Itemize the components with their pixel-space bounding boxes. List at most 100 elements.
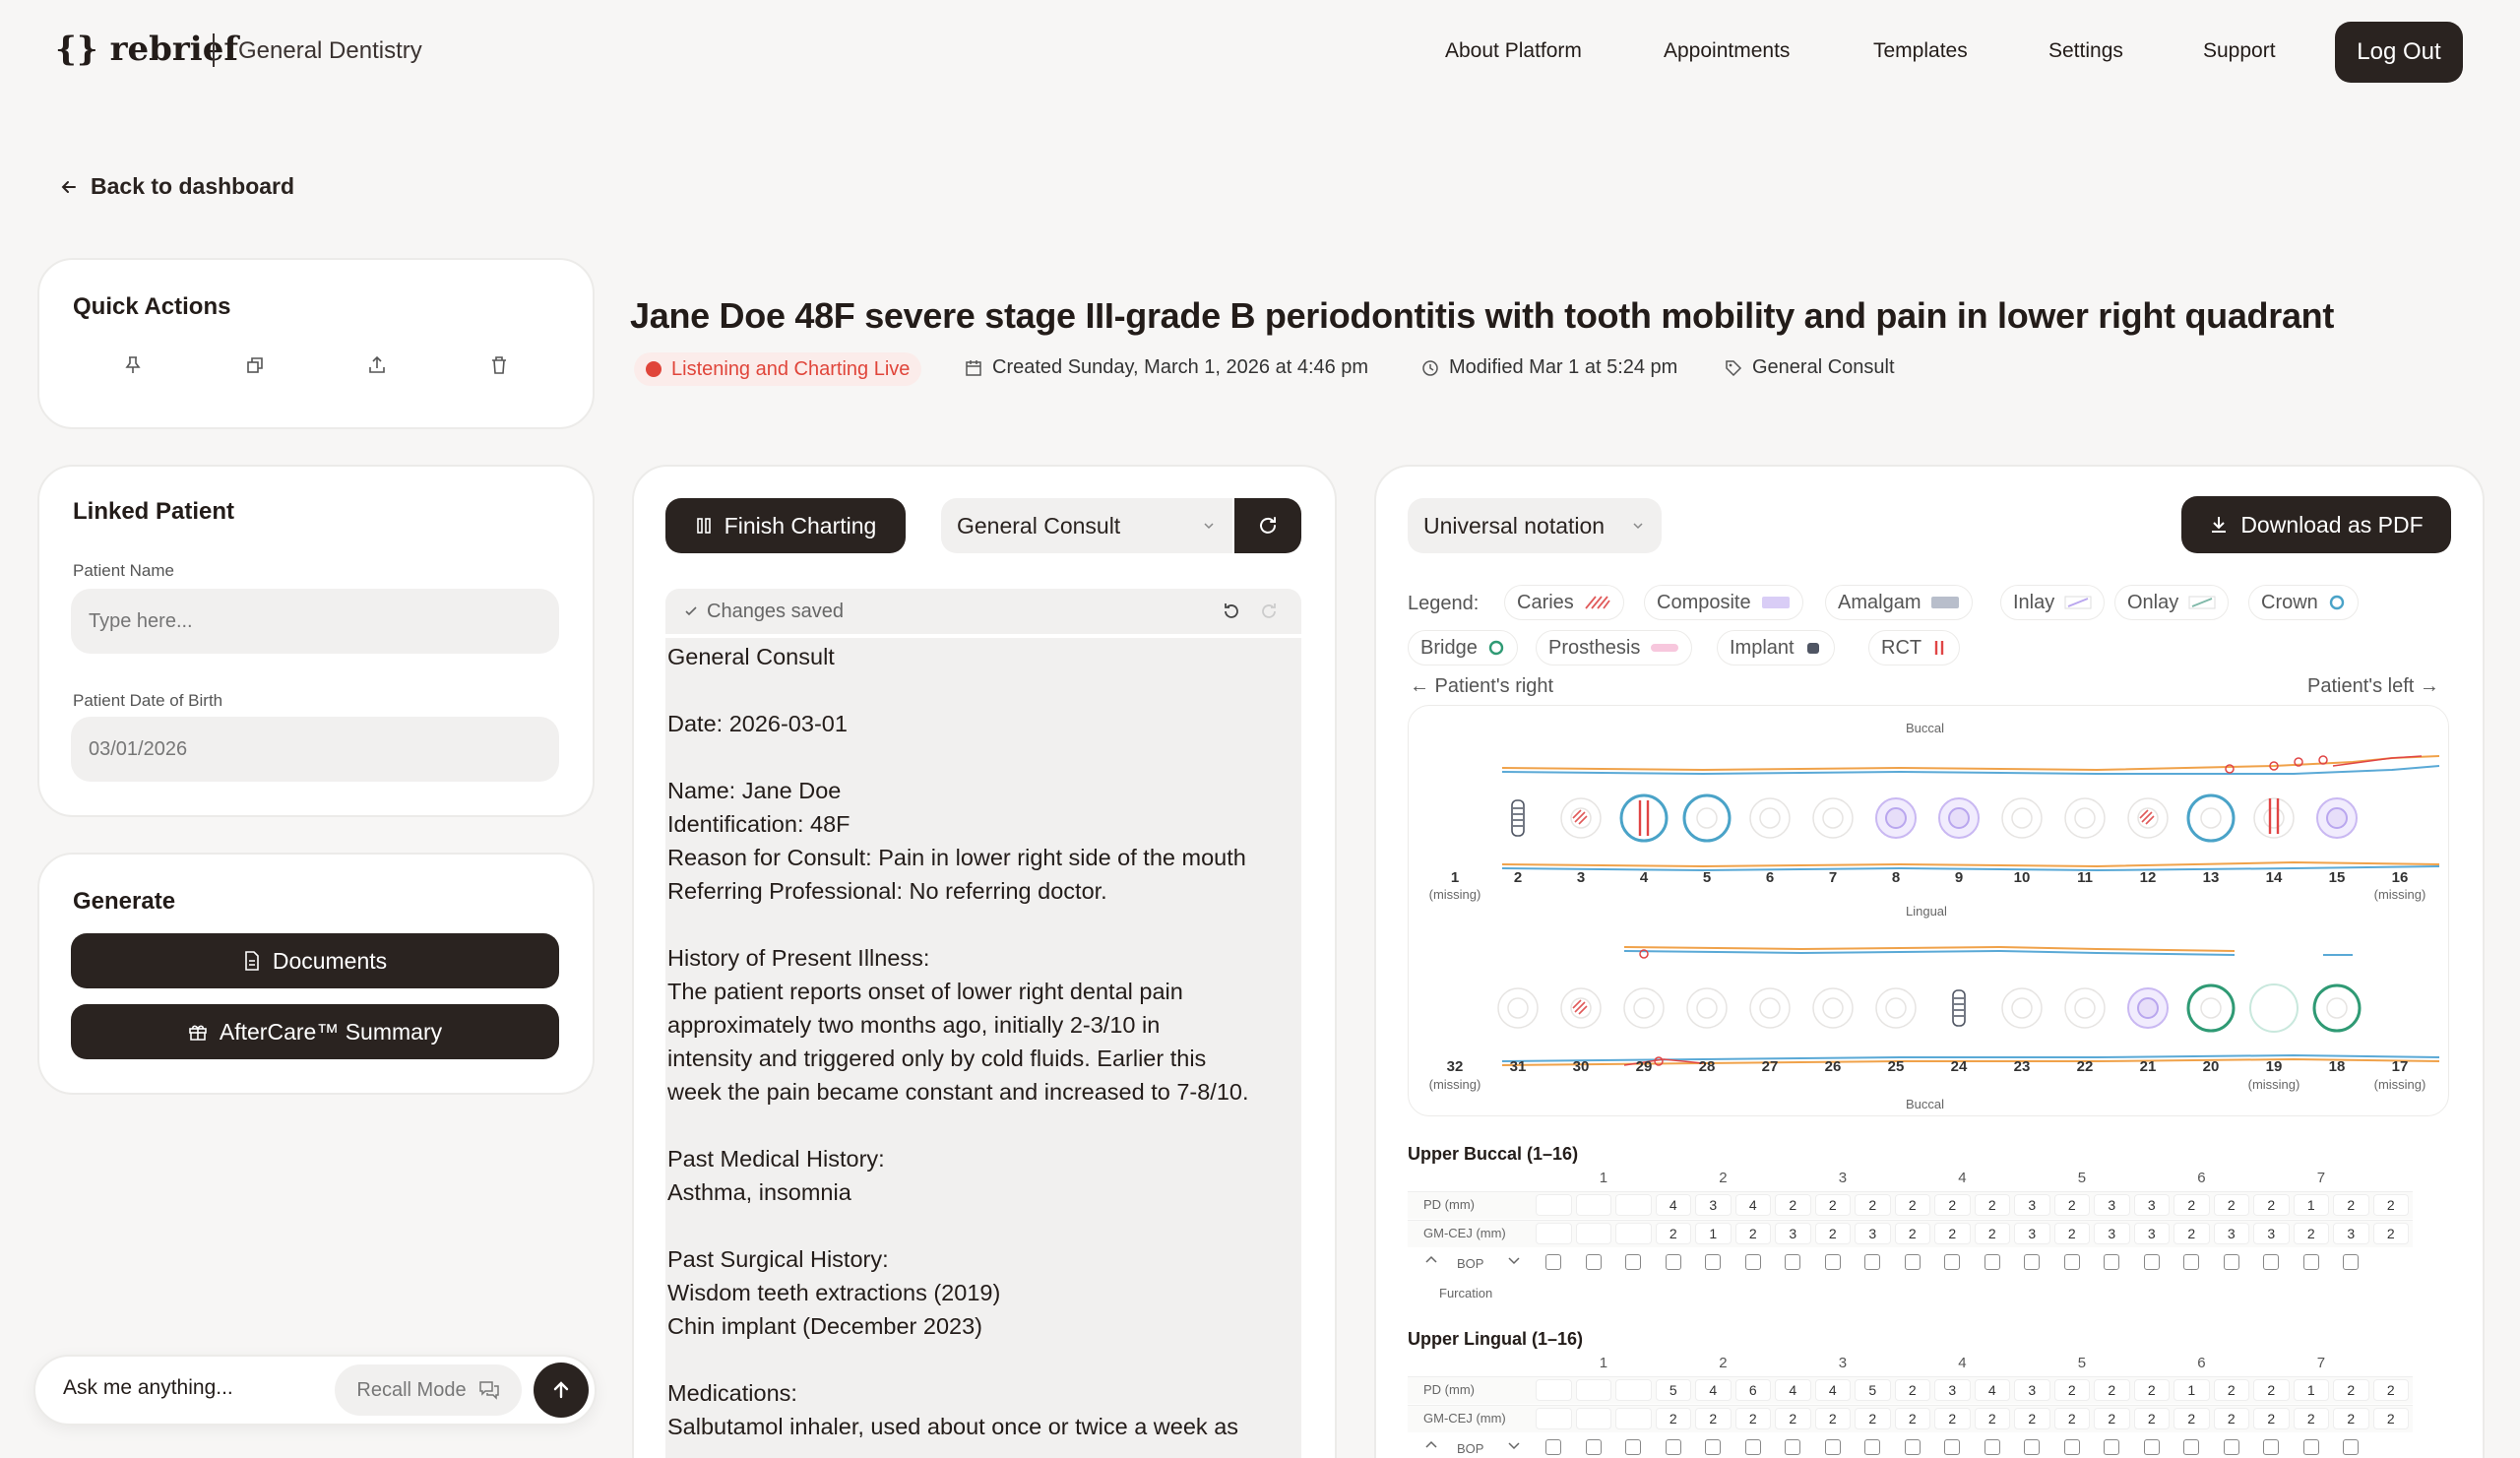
upper-buccal-bop-checkbox[interactable] [1625,1254,1641,1270]
tooth-19[interactable] [2248,983,2300,1034]
upper-buccal-cell[interactable]: 2 [2293,1223,2329,1244]
upper-buccal-cell[interactable]: 2 [2174,1223,2210,1244]
upper-lingual-cell[interactable] [1575,1379,1611,1401]
upper-lingual-cell[interactable]: 4 [1695,1379,1732,1401]
chevron-up-icon[interactable] [1423,1252,1439,1268]
upper-lingual-cell[interactable]: 2 [2053,1379,2090,1401]
upper-buccal-bop-checkbox[interactable] [1705,1254,1721,1270]
upper-lingual-cell[interactable]: 2 [2253,1379,2290,1401]
tooth-13[interactable] [2185,792,2236,844]
upper-lingual-cell[interactable]: 2 [2133,1408,2170,1429]
upper-lingual-bop-checkbox[interactable] [1785,1439,1800,1455]
upper-lingual-cell[interactable]: 2 [2213,1408,2249,1429]
tooth-5[interactable] [1681,792,1732,844]
upper-buccal-bop-checkbox[interactable] [1984,1254,2000,1270]
upper-lingual-cell[interactable]: 5 [1655,1379,1691,1401]
upper-buccal-cell[interactable]: 2 [2213,1194,2249,1216]
legend-item-onlay[interactable]: Onlay [2114,585,2230,620]
upper-buccal-cell[interactable] [1536,1223,1572,1244]
upper-lingual-bop-checkbox[interactable] [2024,1439,2040,1455]
upper-lingual-bop-checkbox[interactable] [2263,1439,2279,1455]
upper-buccal-cell[interactable]: 2 [1934,1194,1971,1216]
upper-buccal-cell[interactable]: 2 [2253,1194,2290,1216]
upper-buccal-cell[interactable]: 3 [2333,1223,2369,1244]
tooth-3[interactable] [1555,792,1606,844]
share-icon[interactable] [366,354,388,376]
chevron-down-icon[interactable] [1506,1437,1522,1453]
pin-icon[interactable] [122,354,144,376]
upper-buccal-cell[interactable]: 3 [2014,1223,2050,1244]
legend-item-composite[interactable]: Composite [1644,585,1803,620]
upper-buccal-cell[interactable]: 2 [1814,1194,1851,1216]
legend-item-caries[interactable]: Caries [1504,585,1624,620]
upper-lingual-cell[interactable]: 2 [2094,1408,2130,1429]
upper-lingual-cell[interactable]: 2 [2293,1408,2329,1429]
tooth-6[interactable] [1744,792,1796,844]
upper-lingual-bop-checkbox[interactable] [1984,1439,2000,1455]
copy-icon[interactable] [244,354,266,376]
note-title[interactable]: Jane Doe 48F severe stage III-grade B pe… [630,295,2335,336]
upper-lingual-cell[interactable]: 2 [1934,1408,1971,1429]
legend-item-implant[interactable]: Implant [1717,630,1835,666]
upper-lingual-cell[interactable]: 2 [2372,1379,2409,1401]
undo-icon[interactable] [1221,601,1242,622]
logo[interactable]: {} rebrief [55,30,238,69]
template-select[interactable]: General Consult [941,498,1232,553]
upper-buccal-bop-checkbox[interactable] [1545,1254,1561,1270]
upper-lingual-bop-checkbox[interactable] [2343,1439,2359,1455]
upper-buccal-cell[interactable]: 3 [2213,1223,2249,1244]
upper-lingual-cell[interactable]: 4 [1974,1379,2010,1401]
tooth-14[interactable] [2248,792,2300,844]
refresh-template-button[interactable] [1234,498,1301,553]
upper-buccal-cell[interactable]: 2 [1775,1194,1811,1216]
upper-lingual-cell[interactable]: 2 [2174,1408,2210,1429]
aftercare-summary-button[interactable]: AfterCare™ Summary [71,1004,559,1059]
tooth-23[interactable] [1996,983,2048,1034]
tooth-12[interactable] [2122,792,2174,844]
upper-lingual-bop-checkbox[interactable] [1625,1439,1641,1455]
upper-buccal-bop-checkbox[interactable] [2263,1254,2279,1270]
chevron-down-icon[interactable] [1506,1252,1522,1268]
tooth-9[interactable] [1933,792,1984,844]
upper-lingual-bop-checkbox[interactable] [1585,1439,1602,1455]
upper-lingual-bop-checkbox[interactable] [1705,1439,1721,1455]
upper-buccal-cell[interactable]: 2 [1934,1223,1971,1244]
upper-buccal-bop-checkbox[interactable] [1824,1254,1841,1270]
nav-templates[interactable]: Templates [1873,39,1968,62]
upper-lingual-cell[interactable]: 2 [2014,1408,2050,1429]
upper-lingual-cell[interactable]: 5 [1855,1379,1891,1401]
upper-buccal-cell[interactable]: 2 [1814,1223,1851,1244]
send-button[interactable] [534,1363,589,1418]
upper-buccal-cell[interactable]: 3 [2094,1223,2130,1244]
tooth-18[interactable] [2311,983,2362,1034]
upper-buccal-bop-checkbox[interactable] [2302,1254,2319,1270]
upper-lingual-cell[interactable]: 2 [1775,1408,1811,1429]
upper-lingual-cell[interactable]: 2 [2094,1379,2130,1401]
upper-buccal-cell[interactable]: 2 [1655,1223,1691,1244]
upper-buccal-bop-checkbox[interactable] [2024,1254,2040,1270]
upper-buccal-cell[interactable]: 2 [2372,1194,2409,1216]
legend-item-crown[interactable]: Crown [2248,585,2359,620]
upper-buccal-cell[interactable]: 1 [2293,1194,2329,1216]
upper-lingual-cell[interactable]: 2 [1894,1379,1930,1401]
upper-lingual-cell[interactable]: 2 [1855,1408,1891,1429]
upper-lingual-cell[interactable]: 2 [2213,1379,2249,1401]
upper-lingual-cell[interactable] [1536,1408,1572,1429]
tooth-15[interactable] [2311,792,2362,844]
upper-buccal-bop-checkbox[interactable] [2143,1254,2160,1270]
upper-lingual-cell[interactable] [1575,1408,1611,1429]
upper-lingual-bop-checkbox[interactable] [1545,1439,1561,1455]
upper-lingual-cell[interactable]: 2 [1695,1408,1732,1429]
trash-icon[interactable] [488,354,510,376]
download-pdf-button[interactable]: Download as PDF [2181,496,2451,553]
upper-buccal-cell[interactable]: 3 [2253,1223,2290,1244]
upper-buccal-bop-checkbox[interactable] [1665,1254,1681,1270]
legend-item-bridge[interactable]: Bridge [1408,630,1518,666]
logout-button[interactable]: Log Out [2335,22,2463,83]
upper-buccal-cell[interactable] [1615,1223,1652,1244]
legend-item-prosthesis[interactable]: Prosthesis [1536,630,1693,666]
upper-buccal-cell[interactable]: 2 [2053,1194,2090,1216]
upper-buccal-cell[interactable]: 3 [2094,1194,2130,1216]
recall-mode-toggle[interactable]: Recall Mode [335,1364,522,1416]
upper-buccal-cell[interactable] [1575,1194,1611,1216]
